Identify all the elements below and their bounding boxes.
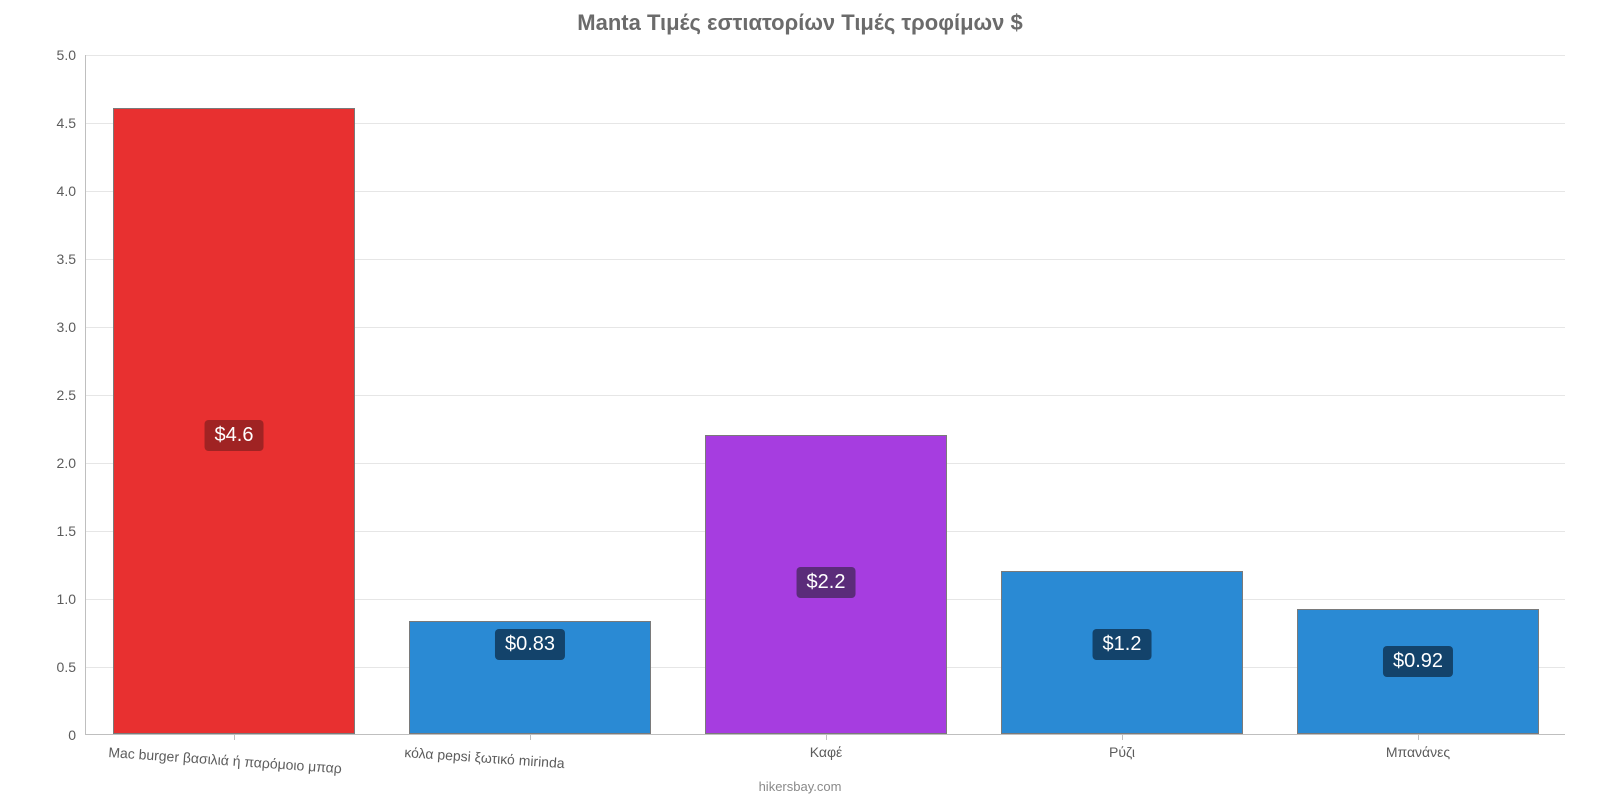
- credit-text: hikersbay.com: [0, 779, 1600, 794]
- x-tick: [826, 734, 827, 740]
- bar: $1.2: [1001, 571, 1244, 734]
- y-tick-label: 1.0: [57, 591, 76, 607]
- y-tick-label: 4.5: [57, 115, 76, 131]
- y-tick-label: 4.0: [57, 183, 76, 199]
- grid-line: [86, 55, 1565, 56]
- y-tick-label: 2.5: [57, 387, 76, 403]
- chart-title: Manta Τιμές εστιατορίων Τιμές τροφίμων $: [0, 10, 1600, 36]
- price-bar-chart: Manta Τιμές εστιατορίων Τιμές τροφίμων $…: [0, 0, 1600, 800]
- y-tick-label: 3.5: [57, 251, 76, 267]
- x-tick-label: Mac burger βασιλιά ή παρόμοιο μπαρ: [108, 744, 342, 776]
- x-tick-label: Μπανάνες: [1386, 744, 1450, 760]
- bar: $0.92: [1297, 609, 1540, 734]
- value-badge: $0.83: [495, 629, 565, 660]
- x-tick-label: κόλα pepsi ξωτικό mirinda: [404, 744, 565, 771]
- value-badge: $2.2: [797, 567, 856, 598]
- value-badge: $4.6: [205, 420, 264, 451]
- x-tick: [1122, 734, 1123, 740]
- x-tick: [234, 734, 235, 740]
- bar: $4.6: [113, 108, 356, 734]
- bar: $0.83: [409, 621, 652, 734]
- x-tick: [1418, 734, 1419, 740]
- bar: $2.2: [705, 435, 948, 734]
- y-tick-label: 3.0: [57, 319, 76, 335]
- y-tick-label: 0: [68, 727, 76, 743]
- y-tick-label: 1.5: [57, 523, 76, 539]
- value-badge: $1.2: [1093, 629, 1152, 660]
- y-tick-label: 0.5: [57, 659, 76, 675]
- plot-area: 00.51.01.52.02.53.03.54.04.55.0$4.6Mac b…: [85, 55, 1565, 735]
- value-badge: $0.92: [1383, 646, 1453, 677]
- x-tick: [530, 734, 531, 740]
- x-tick-label: Ρύζι: [1109, 744, 1135, 760]
- y-tick-label: 5.0: [57, 47, 76, 63]
- x-tick-label: Καφέ: [810, 744, 843, 760]
- y-tick-label: 2.0: [57, 455, 76, 471]
